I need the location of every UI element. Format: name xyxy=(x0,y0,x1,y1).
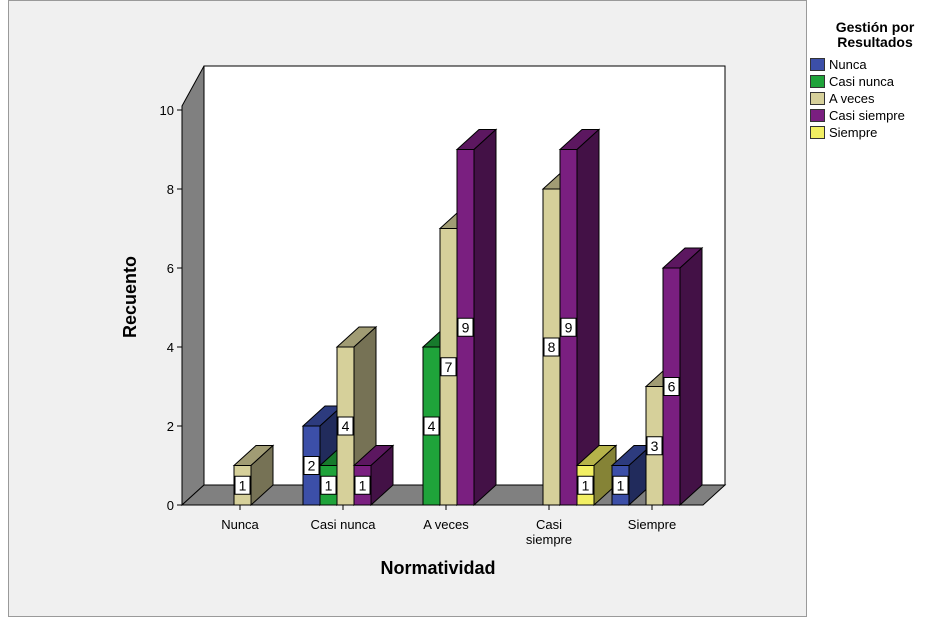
y-tick-label: 0 xyxy=(167,498,174,513)
y-tick-label: 4 xyxy=(167,340,174,355)
data-label-box xyxy=(354,475,371,495)
data-label: 1 xyxy=(582,477,590,493)
data-label: 9 xyxy=(565,319,573,335)
x-tick-label: Siempre xyxy=(628,517,676,532)
x-tick-label: siempre xyxy=(526,532,572,547)
y-tick-label: 10 xyxy=(160,103,174,118)
data-label-box xyxy=(234,475,251,495)
legend-item: Nunca xyxy=(810,56,945,73)
data-label-box xyxy=(577,475,594,495)
data-label-box xyxy=(320,475,337,495)
data-label: 1 xyxy=(359,477,367,493)
x-tick-label: A veces xyxy=(423,517,469,532)
legend-label: Siempre xyxy=(829,125,878,140)
x-tick-label: Casi nunca xyxy=(310,517,376,532)
bar: 9 xyxy=(455,128,498,507)
legend-title-line-1: Gestión por xyxy=(835,19,915,35)
legend-swatch xyxy=(810,126,825,139)
legend-items: Nunca Casi nunca A veces Casi siempre Siempr… xyxy=(810,56,945,141)
legend: Gestión por Resultados Nunca Casi nunca A … xyxy=(810,20,945,141)
data-label: 4 xyxy=(428,418,436,434)
data-label: 8 xyxy=(548,339,556,355)
y-tick-label: 6 xyxy=(167,261,174,276)
legend-label: A veces xyxy=(829,91,875,106)
data-label: 3 xyxy=(651,438,659,454)
data-label-box xyxy=(337,416,354,436)
x-tick-label: Nunca xyxy=(221,517,259,532)
legend-item: Casi nunca xyxy=(810,73,945,90)
legend-item: Siempre xyxy=(810,124,945,141)
bar: 1 xyxy=(575,444,618,507)
bar: 6 xyxy=(661,246,704,507)
left-wall xyxy=(181,65,205,507)
bar: 1 xyxy=(352,444,395,507)
data-label-box xyxy=(303,456,320,475)
x-axis-title: Normatividad xyxy=(380,558,495,578)
y-axis-title: Recuento xyxy=(120,256,140,338)
y-tick-label: 8 xyxy=(167,182,174,197)
y-axis: 0 2 4 6 8 10 xyxy=(160,103,183,513)
data-label-box xyxy=(440,357,457,377)
data-label-box xyxy=(612,475,629,495)
legend-label: Nunca xyxy=(829,57,867,72)
y-tick-label: 2 xyxy=(167,419,174,434)
data-label-box xyxy=(560,317,577,337)
legend-swatch xyxy=(810,75,825,88)
data-label: 1 xyxy=(325,477,333,493)
data-label: 1 xyxy=(239,477,247,493)
legend-swatch xyxy=(810,109,825,122)
data-label-box xyxy=(423,416,440,436)
legend-item: Casi siempre xyxy=(810,107,945,124)
data-label: 9 xyxy=(462,319,470,335)
legend-label: Casi nunca xyxy=(829,74,895,89)
data-label: 2 xyxy=(308,458,316,474)
data-label-box xyxy=(663,377,680,396)
legend-title: Gestión por Resultados xyxy=(810,20,940,50)
x-tick-label: Casi xyxy=(536,517,562,532)
legend-item: A veces xyxy=(810,90,945,107)
data-label-box xyxy=(646,436,663,456)
legend-label: Casi siempre xyxy=(829,108,905,123)
data-label-box xyxy=(457,317,474,337)
bar: 1 xyxy=(232,444,275,507)
bar: 9 xyxy=(558,128,601,507)
data-label-box xyxy=(543,337,560,357)
legend-swatch xyxy=(810,58,825,71)
data-label: 6 xyxy=(668,379,676,395)
data-label: 4 xyxy=(342,418,350,434)
legend-swatch xyxy=(810,92,825,105)
data-label: 7 xyxy=(445,359,453,375)
data-label: 1 xyxy=(617,477,625,493)
legend-title-line-2: Resultados xyxy=(837,34,913,50)
